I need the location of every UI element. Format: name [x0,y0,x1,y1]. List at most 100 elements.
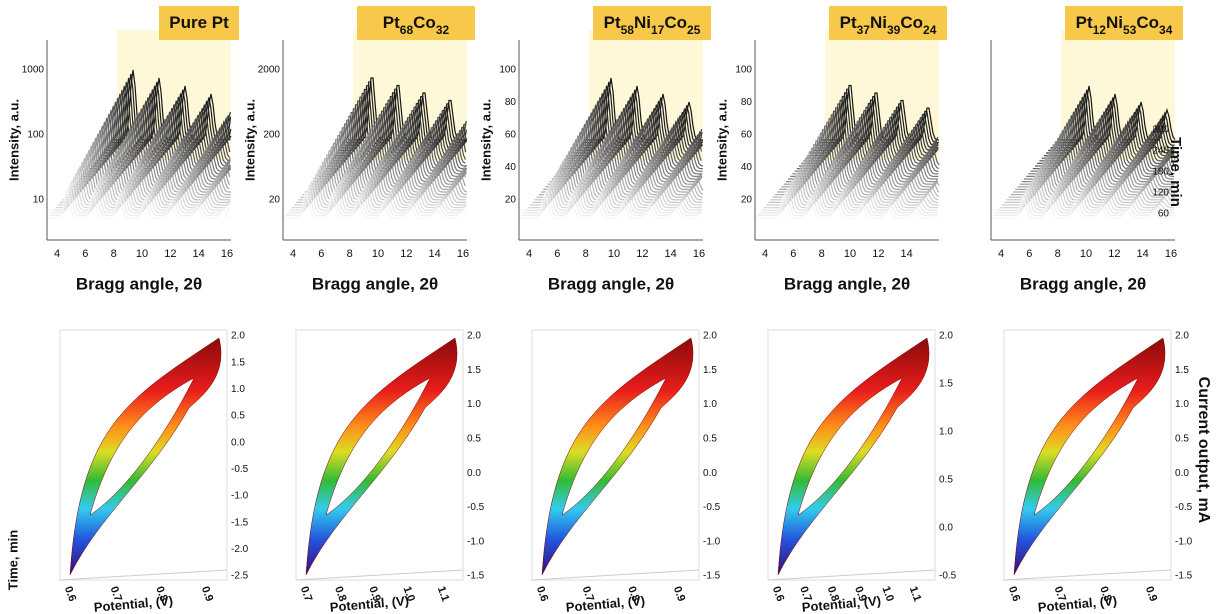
x-tick-label: 0.9 [199,585,216,603]
x-tick-label: 0.9 [1143,585,1160,603]
waterfall-trace [298,165,467,201]
title-part: Co [413,13,436,32]
title-part: 68 [400,23,414,37]
waterfall-trace [311,142,466,185]
waterfall-trace [527,175,702,209]
title-part: Pt [604,13,621,32]
z-tick-label: -1.5 [231,517,249,528]
x-tick-label: 0.7 [108,585,125,603]
z-tick-label: 1.0 [467,399,481,410]
x-tick-label: 12 [400,248,412,260]
waterfall-trace [777,158,940,193]
y-tick-label: 200 [263,130,280,141]
panel-title: Pt37Ni39Co24 [840,13,937,37]
z-tick-label: 2.0 [467,331,481,342]
y-tick-label: 2000 [258,65,281,76]
waterfall-trace [47,188,232,219]
x-tick-label: 0.7 [580,585,597,603]
waterfall-trace [313,138,467,183]
y-tick-label: 60 [741,130,753,141]
grid [295,569,464,581]
time-tick-label: 120 [1152,188,1169,199]
waterfall-trace [307,150,466,190]
waterfall-trace [772,166,939,198]
surface [1013,337,1166,576]
z-tick-label: 0.5 [939,475,953,486]
waterfall-trace [75,137,231,185]
x-tick-label: 14 [901,248,913,260]
x-tick-label: 1.0 [879,585,896,603]
panel-title: Pt68Co32 [383,13,450,37]
x-axis-label: Potential, (V) [565,593,645,614]
z-tick-label: -0.5 [231,464,249,475]
waterfall-trace [807,107,939,157]
waterfall-trace [322,123,467,172]
x-tick-label: 14 [429,248,441,260]
x-axis-label: Bragg angle, 2θ [76,274,202,293]
x-tick-label: 8 [819,248,825,260]
waterfall-trace [543,150,702,190]
waterfall-trace [532,167,703,203]
x-tick-label: 16 [221,248,233,260]
y-axis-label: Intensity, a.u. [714,99,729,181]
title-part: Co [664,13,687,32]
x-tick-label: 4 [526,248,532,260]
x-tick-label: 0.8 [1097,585,1114,603]
z-tick-label: -1.0 [703,536,721,547]
title-part: 12 [1093,23,1107,37]
waterfall-trace [320,127,467,175]
y-tick-label: 40 [741,162,753,173]
y-tick-label: 80 [505,97,517,108]
surface [69,337,222,576]
z-tick-label: -2.5 [231,571,249,582]
grid [59,569,228,581]
waterfall-trace [770,169,939,201]
y-axis-label: Intensity, a.u. [242,99,257,181]
x-tick-label: 4 [762,248,768,260]
x-tick-label: 12 [164,248,176,260]
title-part: 58 [621,23,635,37]
waterfall-trace [541,154,704,193]
title-part: Pt [840,13,857,32]
y-tick-label: 20 [741,195,753,206]
title-part: 53 [1123,23,1137,37]
x-tick-label: 6 [554,248,560,260]
x-axis-label: Bragg angle, 2θ [548,274,674,293]
title-part: Co [900,13,923,32]
title-part: 39 [887,23,901,37]
title-part: Pure Pt [169,13,229,32]
z-tick-label: 1.5 [939,379,953,390]
z-tick-label: 1.0 [1175,399,1189,410]
z-tick-label: 0.0 [1175,468,1189,479]
plot-box [531,329,700,581]
z-tick-label: -1.5 [703,571,721,582]
title-part: Ni [870,13,887,32]
x-tick-label: 0.9 [366,585,383,603]
z-tick-label: 2.0 [1175,331,1189,342]
waterfall-trace [84,121,231,175]
x-tick-label: 6 [1026,248,1032,260]
y-tick-label: 100 [27,130,44,141]
title-box [593,6,711,40]
z-tick-label: 0.0 [703,468,717,479]
x-tick-label: 10 [608,248,620,260]
waterfall-trace [534,164,703,201]
x-tick-label: 10 [844,248,856,260]
x-axis-label: Potential, (V) [93,593,173,614]
x-tick-label: 0.9 [671,585,688,603]
x-tick-label: 16 [457,248,469,260]
plot-box [767,329,936,581]
title-part: Pt [1076,13,1093,32]
x-axis-label: Bragg angle, 2θ [784,274,910,293]
waterfall-trace [316,135,467,180]
plot-box [295,329,464,581]
waterfall-trace [302,158,467,196]
y-tick-label: 20 [269,195,281,206]
x-tick-label: 10 [1080,248,1092,260]
x-tick-label: 14 [665,248,677,260]
x-tick-label: 4 [54,248,60,260]
z-tick-label: 1.0 [939,427,953,438]
time-tick-label: 60 [1158,209,1170,220]
x-axis-label: Bragg angle, 2θ [1020,274,1146,293]
title-box [159,6,239,40]
